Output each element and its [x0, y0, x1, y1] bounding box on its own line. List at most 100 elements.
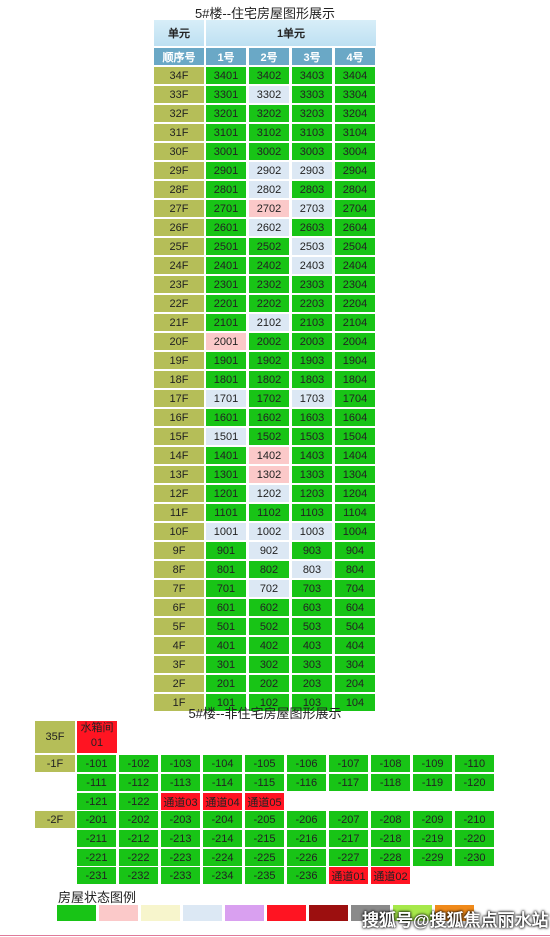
room-cell[interactable]: 2702	[249, 200, 289, 217]
room-cell[interactable]: -101	[77, 755, 116, 772]
room-cell[interactable]: -106	[287, 755, 326, 772]
room-cell[interactable]: 2901	[206, 162, 246, 179]
room-cell[interactable]: 1104	[335, 504, 375, 521]
room-cell[interactable]: 3301	[206, 86, 246, 103]
room-cell[interactable]: 1803	[292, 371, 332, 388]
room-cell[interactable]: -203	[161, 811, 200, 828]
room-cell[interactable]: 3401	[206, 67, 246, 84]
room-cell[interactable]: 704	[335, 580, 375, 597]
room-cell[interactable]: -234	[203, 867, 242, 884]
room-cell[interactable]: 1204	[335, 485, 375, 502]
room-cell[interactable]: -104	[203, 755, 242, 772]
room-cell[interactable]: 2802	[249, 181, 289, 198]
room-cell[interactable]: 通道04	[203, 793, 242, 810]
room-cell[interactable]: 503	[292, 618, 332, 635]
room-cell[interactable]: 303	[292, 656, 332, 673]
room-cell[interactable]: -229	[413, 849, 452, 866]
room-cell[interactable]: 3203	[292, 105, 332, 122]
room-cell[interactable]: 2002	[249, 333, 289, 350]
room-cell[interactable]: 2604	[335, 219, 375, 236]
room-cell[interactable]: 603	[292, 599, 332, 616]
room-cell[interactable]: 2403	[292, 257, 332, 274]
room-cell[interactable]: 2603	[292, 219, 332, 236]
room-cell[interactable]: -102	[119, 755, 158, 772]
room-cell[interactable]: 201	[206, 675, 246, 692]
room-cell[interactable]: -201	[77, 811, 116, 828]
room-cell[interactable]: 2102	[249, 314, 289, 331]
room-cell[interactable]: -214	[203, 830, 242, 847]
room-cell[interactable]: 1203	[292, 485, 332, 502]
room-cell[interactable]: 通道05	[245, 793, 284, 810]
room-cell[interactable]: 504	[335, 618, 375, 635]
room-cell[interactable]: 3001	[206, 143, 246, 160]
room-cell[interactable]: 902	[249, 542, 289, 559]
room-cell[interactable]: -211	[77, 830, 116, 847]
room-cell[interactable]: -202	[119, 811, 158, 828]
room-cell[interactable]: 401	[206, 637, 246, 654]
room-cell[interactable]: 2303	[292, 276, 332, 293]
room-cell[interactable]: 2004	[335, 333, 375, 350]
room-cell[interactable]: 402	[249, 637, 289, 654]
room-cell[interactable]: 801	[206, 561, 246, 578]
room-cell[interactable]: -105	[245, 755, 284, 772]
room-cell[interactable]: -235	[245, 867, 284, 884]
room-cell[interactable]: 3202	[249, 105, 289, 122]
room-cell[interactable]: 2903	[292, 162, 332, 179]
room-cell[interactable]: 3403	[292, 67, 332, 84]
room-cell[interactable]: -121	[77, 793, 116, 810]
room-cell[interactable]: 2503	[292, 238, 332, 255]
room-cell[interactable]: 1903	[292, 352, 332, 369]
room-cell[interactable]: -114	[203, 774, 242, 791]
room-cell[interactable]: -225	[245, 849, 284, 866]
room-cell[interactable]: 2703	[292, 200, 332, 217]
room-cell[interactable]: -232	[119, 867, 158, 884]
room-cell[interactable]: 502	[249, 618, 289, 635]
room-cell[interactable]: 2003	[292, 333, 332, 350]
room-cell[interactable]: 3201	[206, 105, 246, 122]
room-cell[interactable]: 1801	[206, 371, 246, 388]
room-cell[interactable]: 2304	[335, 276, 375, 293]
room-cell[interactable]: 2402	[249, 257, 289, 274]
room-cell[interactable]: 3103	[292, 124, 332, 141]
room-cell[interactable]: 101	[206, 694, 246, 711]
room-cell[interactable]: 2904	[335, 162, 375, 179]
room-cell[interactable]: 3003	[292, 143, 332, 160]
room-cell[interactable]: -103	[161, 755, 200, 772]
room-cell[interactable]: 2001	[206, 333, 246, 350]
room-cell[interactable]: 202	[249, 675, 289, 692]
room-cell[interactable]: 804	[335, 561, 375, 578]
room-cell[interactable]: 701	[206, 580, 246, 597]
room-cell[interactable]: -109	[413, 755, 452, 772]
room-cell[interactable]: 3404	[335, 67, 375, 84]
room-cell[interactable]: 2202	[249, 295, 289, 312]
room-cell[interactable]: -231	[77, 867, 116, 884]
room-cell[interactable]: 3104	[335, 124, 375, 141]
room-cell[interactable]: 1304	[335, 466, 375, 483]
room-water-tank[interactable]: 水箱间 01	[77, 721, 117, 753]
room-cell[interactable]: -204	[203, 811, 242, 828]
room-cell[interactable]: -118	[371, 774, 410, 791]
room-cell[interactable]: 1004	[335, 523, 375, 540]
room-cell[interactable]: -216	[287, 830, 326, 847]
room-cell[interactable]: 1002	[249, 523, 289, 540]
room-cell[interactable]: 403	[292, 637, 332, 654]
room-cell[interactable]: -217	[329, 830, 368, 847]
room-cell[interactable]: 2203	[292, 295, 332, 312]
room-cell[interactable]: -110	[455, 755, 494, 772]
room-cell[interactable]: 1504	[335, 428, 375, 445]
room-cell[interactable]: 1601	[206, 409, 246, 426]
room-cell[interactable]: -215	[245, 830, 284, 847]
room-cell[interactable]: 1802	[249, 371, 289, 388]
room-cell[interactable]: -206	[287, 811, 326, 828]
room-cell[interactable]: -226	[287, 849, 326, 866]
room-cell[interactable]: 2801	[206, 181, 246, 198]
room-cell[interactable]: -218	[371, 830, 410, 847]
room-cell[interactable]: 通道03	[161, 793, 200, 810]
room-cell[interactable]: 3204	[335, 105, 375, 122]
room-cell[interactable]: 703	[292, 580, 332, 597]
room-cell[interactable]: -119	[413, 774, 452, 791]
room-cell[interactable]: -208	[371, 811, 410, 828]
room-cell[interactable]: 2401	[206, 257, 246, 274]
room-cell[interactable]: 3304	[335, 86, 375, 103]
room-cell[interactable]: -220	[455, 830, 494, 847]
